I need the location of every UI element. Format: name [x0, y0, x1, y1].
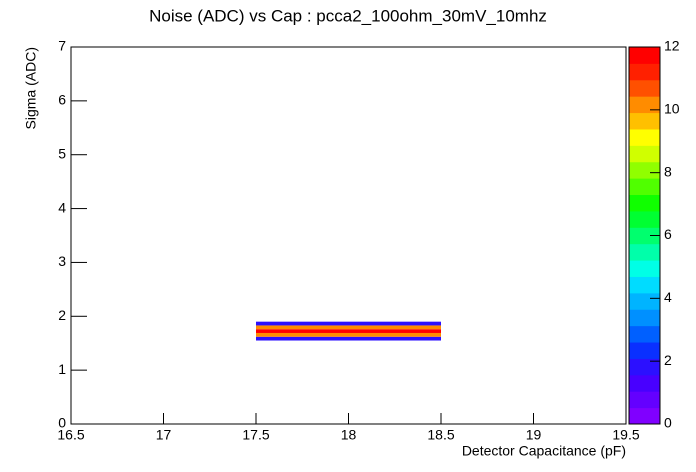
x-tick-label: 18: [341, 427, 357, 443]
chart-title: Noise (ADC) vs Cap : pcca2_100ohm_30mV_1…: [149, 6, 547, 25]
palette-swatch: [629, 178, 660, 196]
palette-swatch: [629, 358, 660, 376]
x-tick-label: 16.5: [57, 427, 84, 443]
heatmap-cell: [256, 329, 441, 333]
heatmap-cell: [256, 336, 441, 341]
z-tick-label: 10: [664, 101, 680, 117]
y-tick-label: 1: [58, 361, 66, 377]
x-tick-label: 19.5: [612, 427, 639, 443]
palette-swatch: [629, 194, 660, 212]
palette-swatch: [629, 128, 660, 146]
y-tick-label: 5: [58, 145, 66, 161]
palette-swatch: [629, 47, 660, 64]
palette-swatch: [629, 407, 660, 425]
z-tick-label: 8: [664, 163, 672, 179]
palette-swatch: [629, 161, 660, 179]
palette-swatch: [629, 309, 660, 327]
heatmap-cell: [256, 325, 441, 330]
x-tick-label: 17: [156, 427, 172, 443]
palette-swatch: [629, 342, 660, 359]
palette-swatch: [629, 276, 660, 294]
z-tick-label: 2: [664, 352, 672, 368]
y-tick-label: 2: [58, 307, 66, 323]
y-axis-label: Sigma (ADC): [23, 47, 39, 129]
heatmap-cell: [256, 332, 441, 337]
x-tick-label: 19: [526, 427, 542, 443]
palette-swatch: [629, 79, 660, 97]
x-axis-label: Detector Capacitance (pF): [462, 443, 626, 459]
palette-swatch: [629, 374, 660, 392]
palette-swatch: [629, 227, 660, 245]
y-tick-label: 0: [58, 415, 66, 431]
y-tick-label: 4: [58, 199, 66, 215]
palette-swatch: [629, 96, 660, 114]
palette-swatch: [629, 325, 660, 343]
z-tick-label: 4: [664, 289, 672, 305]
y-tick-label: 6: [58, 92, 66, 108]
palette-swatch: [629, 145, 660, 163]
palette-swatch: [629, 391, 660, 409]
heatmap-cell: [256, 321, 441, 326]
z-tick-label: 0: [664, 415, 672, 431]
z-tick-label: 6: [664, 226, 672, 242]
y-tick-label: 3: [58, 253, 66, 269]
palette-swatch: [629, 292, 660, 310]
x-tick-label: 17.5: [242, 427, 269, 443]
palette-swatch: [629, 260, 660, 277]
x-tick-label: 18.5: [427, 427, 454, 443]
y-tick-label: 7: [58, 38, 66, 54]
palette-swatch: [629, 112, 660, 130]
palette-swatch: [629, 243, 660, 261]
palette-swatch: [629, 210, 660, 228]
palette-swatch: [629, 63, 660, 81]
z-tick-label: 12: [664, 38, 680, 54]
plot-frame: [70, 46, 627, 425]
